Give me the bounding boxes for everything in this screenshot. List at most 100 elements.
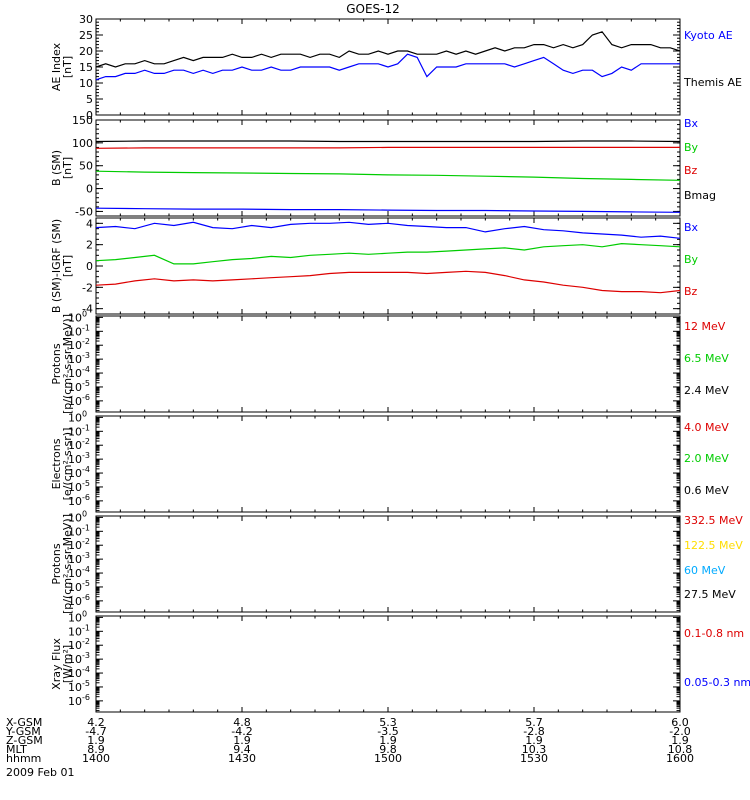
y-tick-label: 10-1 bbox=[68, 423, 90, 438]
y-tick-label: 100 bbox=[68, 609, 87, 624]
x-tick-label: 10.3 bbox=[522, 743, 547, 756]
legend-entry: 122.5 MeV bbox=[684, 539, 743, 552]
y-tick-label: 10-2 bbox=[68, 437, 90, 452]
x-tick-label: 1.9 bbox=[671, 734, 689, 747]
legend-entry: 2.0 MeV bbox=[684, 452, 729, 465]
date-label: 2009 Feb 01 bbox=[6, 766, 74, 779]
y-tick-label: 100 bbox=[68, 409, 87, 424]
y-tick-label: 10-2 bbox=[68, 637, 90, 652]
y-tick-label: 10-5 bbox=[68, 679, 90, 694]
y-tick-label: 15 bbox=[79, 61, 93, 74]
y-tick-label: -4 bbox=[82, 303, 93, 316]
y-tick-label: 2 bbox=[86, 239, 93, 252]
x-tick-label: 10.8 bbox=[668, 743, 693, 756]
legend-entry: 4.0 MeV bbox=[684, 421, 729, 434]
panel-frame bbox=[95, 119, 681, 217]
legend-entry: 6.5 MeV bbox=[684, 352, 729, 365]
x-label-row-title: hhmm bbox=[6, 752, 41, 765]
series-line-by bbox=[95, 242, 681, 265]
panel-frame bbox=[95, 315, 681, 413]
x-tick-label: 5.7 bbox=[525, 716, 543, 729]
x-label-row-title: Z-GSM bbox=[6, 734, 43, 747]
series-line-by bbox=[95, 170, 681, 181]
legend-entry: Bz bbox=[684, 164, 698, 177]
y-tick-label: 5 bbox=[86, 93, 93, 106]
x-label-row-title: Y-GSM bbox=[5, 725, 41, 738]
legend-entry: 2.4 MeV bbox=[684, 384, 729, 397]
y-tick-label: 10-1 bbox=[68, 523, 90, 538]
y-tick-label: 10-2 bbox=[68, 537, 90, 552]
y-tick-label: 100 bbox=[72, 137, 93, 150]
x-tick-label: 9.4 bbox=[233, 743, 251, 756]
x-tick-label: -4.7 bbox=[85, 725, 106, 738]
y-axis-title: B (SM)-IGRF (SM)[nT] bbox=[50, 219, 74, 313]
series-line-themis-ae bbox=[95, 31, 681, 68]
y-tick-label: 10-3 bbox=[68, 551, 90, 566]
x-tick-label: 1.9 bbox=[87, 734, 105, 747]
x-tick-label: 1400 bbox=[82, 752, 110, 765]
x-tick-label: 4.2 bbox=[87, 716, 105, 729]
x-tick-label: 8.9 bbox=[87, 743, 105, 756]
legend-entry: 27.5 MeV bbox=[684, 588, 736, 601]
y-tick-label: 10-5 bbox=[68, 579, 90, 594]
y-tick-label: 150 bbox=[72, 114, 93, 127]
y-tick-label: 10 bbox=[79, 77, 93, 90]
legend-entry: Bz bbox=[684, 285, 698, 298]
legend-entry: 60 MeV bbox=[684, 564, 726, 577]
y-tick-label: 10-1 bbox=[68, 323, 90, 338]
y-axis-title: Protons[p/(cm²-s-sr-MeV)] bbox=[50, 314, 74, 414]
y-tick-label: 10-5 bbox=[68, 479, 90, 494]
series-line-bx bbox=[95, 221, 681, 239]
y-tick-label: 10-4 bbox=[68, 665, 90, 680]
x-tick-label: 1430 bbox=[228, 752, 256, 765]
x-label-row-title: MLT bbox=[6, 743, 27, 756]
y-tick-label: 10-6 bbox=[68, 393, 90, 408]
y-tick-label: 10-1 bbox=[68, 623, 90, 638]
panel-frame bbox=[95, 615, 681, 713]
y-tick-label: 4 bbox=[86, 217, 93, 230]
x-tick-label: 1.9 bbox=[525, 734, 543, 747]
y-axis-title: Protons[p/(cm²-s-sr-MeV)] bbox=[50, 514, 74, 614]
y-tick-label: 100 bbox=[68, 309, 87, 324]
series-line-bz bbox=[95, 146, 680, 149]
y-tick-label: 10-5 bbox=[68, 379, 90, 394]
x-tick-label: -3.5 bbox=[377, 725, 398, 738]
y-tick-label: 0 bbox=[86, 109, 93, 122]
series-line-bz bbox=[95, 270, 681, 294]
legend-entry: Bx bbox=[684, 117, 699, 130]
panel-frame bbox=[95, 217, 681, 315]
panel-protons_low: 10-610-510-410-310-210-1100Protons[p/(cm… bbox=[50, 309, 729, 414]
legend-entry: Bx bbox=[684, 221, 699, 234]
y-tick-label: 20 bbox=[79, 45, 93, 58]
y-tick-label: 10-6 bbox=[68, 593, 90, 608]
x-tick-label: 1500 bbox=[374, 752, 402, 765]
panel-b_sm: -50 0 50 100 150 B (SM)[nT] Bx By Bz Bmag bbox=[50, 114, 716, 218]
x-tick-label: 9.8 bbox=[379, 743, 397, 756]
series-line-kyoto-ae bbox=[95, 53, 680, 81]
legend-entry: By bbox=[684, 141, 699, 154]
x-tick-label: 1600 bbox=[666, 752, 694, 765]
x-tick-label: 4.8 bbox=[233, 716, 251, 729]
y-tick-label: 10-3 bbox=[68, 651, 90, 666]
legend-entry: 0.05-0.3 nm bbox=[684, 676, 750, 689]
panel-protons_high: 10-610-510-410-310-210-1100Protons[p/(cm… bbox=[50, 509, 743, 614]
y-axis-title: Electrons[e/(cm²-s-sr)] bbox=[50, 428, 74, 501]
y-tick-label: 10-3 bbox=[68, 351, 90, 366]
legend-entry: 12 MeV bbox=[684, 320, 726, 333]
y-tick-label: 10-6 bbox=[68, 693, 90, 708]
y-tick-label: 10-4 bbox=[68, 365, 90, 380]
chart-title: GOES-12 bbox=[346, 2, 400, 16]
legend-entry: Kyoto AE bbox=[684, 29, 733, 42]
x-tick-label: 1.9 bbox=[379, 734, 397, 747]
y-tick-label: 0 bbox=[86, 183, 93, 196]
panel-frame bbox=[95, 515, 681, 613]
series-line-bmag bbox=[95, 140, 681, 143]
x-tick-label: 5.3 bbox=[379, 716, 397, 729]
y-axis-title: Xray Flux[W/m²] bbox=[50, 638, 74, 690]
x-tick-label: 6.0 bbox=[671, 716, 689, 729]
x-tick-label: -2.8 bbox=[523, 725, 544, 738]
y-tick-label: 25 bbox=[79, 29, 93, 42]
y-tick-label: 10-3 bbox=[68, 451, 90, 466]
y-axis-title: B (SM)[nT] bbox=[50, 150, 74, 186]
